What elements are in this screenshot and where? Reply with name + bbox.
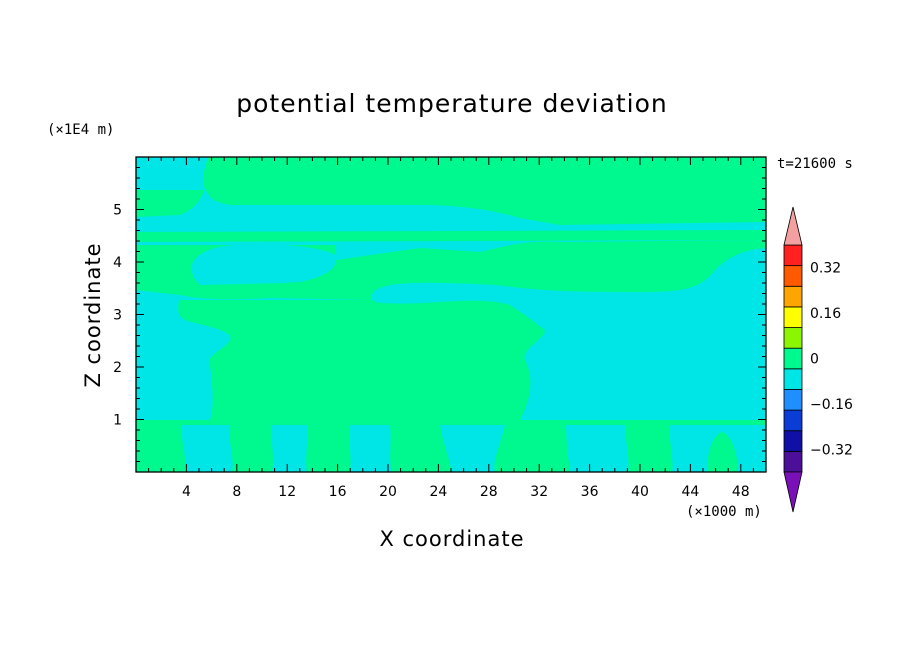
colorbar-tick-label: 0.32 xyxy=(810,261,841,277)
contour-field xyxy=(136,157,766,472)
bottom-cool-cell-6 xyxy=(669,425,766,472)
y-tick-label: 4 xyxy=(113,255,122,271)
central-warm-core xyxy=(178,300,546,420)
bottom-cool-cell-3 xyxy=(349,425,392,472)
x-axis-ticks: 4 8 12 16 20 24 28 32 36 40 44 48 xyxy=(148,157,754,500)
x-tick-label: 16 xyxy=(329,484,347,500)
x-tick-label: 12 xyxy=(278,484,296,500)
colorbar-segment xyxy=(783,306,803,328)
x-tick-label: 20 xyxy=(379,484,397,500)
x-tick-label: 32 xyxy=(530,484,548,500)
colorbar-segment xyxy=(783,409,803,432)
bottom-cool-cell-4 xyxy=(440,425,505,472)
x-tick-label: 8 xyxy=(232,484,241,500)
colorbar-tick-label: 0.16 xyxy=(810,306,841,322)
y-axis-ticks: 1 2 3 4 5 xyxy=(113,167,766,462)
x-tick-label: 40 xyxy=(631,484,649,500)
x-tick-label: 44 xyxy=(681,484,699,500)
colorbar-tick-label: −0.16 xyxy=(810,397,853,413)
colorbar-segment xyxy=(783,450,803,473)
colorbar-segment xyxy=(783,347,803,370)
x-axis-label: X coordinate xyxy=(379,527,524,551)
y-axis-unit: (×1E4 m) xyxy=(47,122,114,138)
y-tick-label: 1 xyxy=(113,413,122,429)
colorbar-segment xyxy=(783,327,803,349)
y-tick-label: 2 xyxy=(113,360,122,376)
colorbar-tick-label: 0 xyxy=(810,352,819,368)
x-tick-label: 28 xyxy=(480,484,498,500)
colorbar-tick-label: −0.32 xyxy=(810,442,853,458)
colorbar: 0.32 0.16 0 −0.16 −0.32 xyxy=(783,206,853,513)
bottom-cool-cell-5 xyxy=(566,425,629,472)
colorbar-segment xyxy=(783,389,803,411)
colorbar-segment xyxy=(783,285,803,308)
colorbar-segment xyxy=(783,244,803,267)
cool-pocket-upper xyxy=(191,244,335,285)
upper-warm-band-main xyxy=(136,157,766,225)
colorbar-over-triangle xyxy=(783,206,803,246)
y-tick-label: 5 xyxy=(113,203,122,219)
bottom-cool-cell-2 xyxy=(271,425,308,472)
x-axis-unit: (×1000 m) xyxy=(686,504,762,520)
thin-warm-layer xyxy=(136,230,766,242)
bottom-cool-cell-1 xyxy=(181,425,233,472)
time-label: t=21600 s xyxy=(777,156,853,172)
colorbar-segment xyxy=(783,265,803,287)
x-tick-label: 24 xyxy=(429,484,447,500)
colorbar-segment xyxy=(783,430,803,452)
chart-title: potential temperature deviation xyxy=(236,89,667,118)
x-tick-label: 36 xyxy=(581,484,599,500)
y-tick-label: 3 xyxy=(113,308,122,324)
x-tick-label: 4 xyxy=(182,484,191,500)
colorbar-under-triangle xyxy=(783,471,803,513)
x-tick-label: 48 xyxy=(732,484,750,500)
y-axis-label: Z coordinate xyxy=(81,242,105,387)
colorbar-segment xyxy=(783,368,803,390)
cool-pocket-mid xyxy=(136,252,766,300)
